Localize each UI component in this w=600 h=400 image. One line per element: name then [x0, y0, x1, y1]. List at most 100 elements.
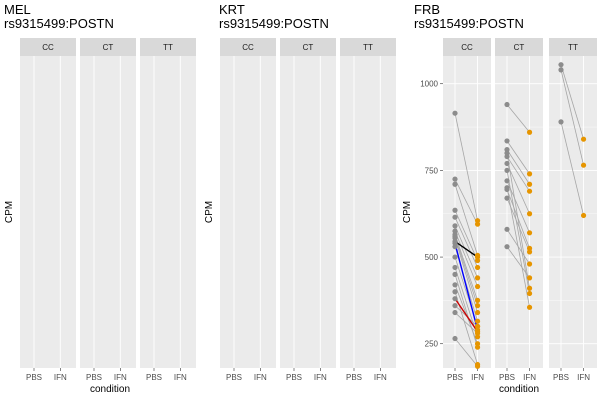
- facet-panel: [20, 56, 76, 368]
- point-ifn: [526, 285, 533, 291]
- point-ifn: [526, 275, 533, 281]
- pair-line: [506, 153, 530, 289]
- point-ifn: [474, 303, 481, 309]
- point-pbs: [452, 207, 458, 213]
- chart-subtitle: rs9315499:POSTN: [414, 16, 524, 31]
- highlight-line: [454, 240, 478, 258]
- x-tick-label: IFN: [523, 373, 536, 382]
- x-tick-label: PBS: [447, 373, 463, 382]
- x-tick-label: PBS: [553, 373, 569, 382]
- point-ifn: [474, 275, 481, 281]
- point-ifn: [526, 129, 533, 135]
- point-pbs: [504, 195, 510, 201]
- facet-strip: [495, 38, 543, 56]
- facet-strip: [443, 38, 491, 56]
- point-pbs: [452, 254, 458, 260]
- facet-strip: [220, 38, 276, 56]
- facet-label: TT: [363, 43, 373, 52]
- point-pbs: [504, 244, 510, 250]
- pair-line: [454, 225, 478, 279]
- point-pbs: [452, 289, 458, 295]
- point-pbs: [452, 110, 458, 116]
- facet-panel: [220, 56, 276, 368]
- facet-label: CC: [461, 43, 473, 52]
- x-axis-label: condition: [499, 384, 539, 395]
- facet-label: TT: [163, 43, 173, 52]
- point-ifn: [474, 330, 481, 336]
- chart-subtitle: rs9315499:POSTN: [4, 16, 114, 31]
- point-ifn: [580, 162, 587, 168]
- point-pbs: [558, 67, 564, 73]
- point-ifn: [526, 249, 533, 255]
- point-pbs: [452, 303, 458, 309]
- facet-strip: [280, 38, 336, 56]
- x-tick-label: PBS: [346, 373, 362, 382]
- point-pbs: [452, 214, 458, 220]
- point-pbs: [558, 119, 564, 125]
- point-pbs: [452, 282, 458, 288]
- x-tick-label: PBS: [26, 373, 42, 382]
- point-pbs: [504, 160, 510, 167]
- point-ifn: [474, 283, 481, 290]
- point-ifn: [474, 264, 481, 271]
- x-tick-label: IFN: [174, 373, 187, 382]
- point-ifn: [474, 363, 481, 369]
- facet-panel: [280, 56, 336, 368]
- pair-line: [454, 210, 478, 261]
- chart-title: MEL: [4, 2, 31, 17]
- pair-line: [454, 237, 478, 313]
- y-tick-label: 500: [425, 253, 439, 262]
- facet-strip: [20, 38, 76, 56]
- facet-label: TT: [568, 43, 578, 52]
- pair-line: [454, 113, 478, 221]
- pair-line: [560, 64, 584, 140]
- point-pbs: [504, 167, 510, 173]
- facet-label: CT: [303, 43, 314, 52]
- point-pbs: [452, 296, 458, 302]
- point-pbs: [558, 62, 564, 68]
- point-ifn: [580, 212, 587, 219]
- pair-line: [506, 104, 530, 133]
- highlight-line: [454, 243, 479, 331]
- pair-line: [454, 338, 478, 367]
- point-pbs: [452, 264, 458, 271]
- pair-line: [506, 140, 530, 175]
- x-tick-label: PBS: [226, 373, 242, 382]
- facet-strip: [549, 38, 597, 56]
- x-tick-label: IFN: [471, 373, 484, 382]
- pair-line: [506, 170, 530, 294]
- point-pbs: [452, 309, 458, 316]
- point-ifn: [526, 188, 533, 194]
- point-pbs: [504, 185, 510, 191]
- facet-panel: [549, 56, 597, 368]
- facet-panel: [140, 56, 196, 368]
- point-ifn: [474, 323, 481, 329]
- x-tick-label: IFN: [314, 373, 327, 382]
- pair-line: [454, 236, 478, 306]
- facet-label: CC: [42, 43, 54, 52]
- point-pbs: [504, 138, 510, 144]
- pair-line: [454, 178, 478, 225]
- x-tick-label: IFN: [254, 373, 267, 382]
- facet-panel: [495, 56, 543, 368]
- pair-line: [560, 121, 584, 216]
- x-tick-label: IFN: [114, 373, 127, 382]
- pair-line: [454, 217, 478, 268]
- x-tick-label: IFN: [54, 373, 67, 382]
- pair-line: [454, 274, 478, 348]
- y-tick-label: 250: [425, 340, 439, 349]
- point-ifn: [526, 171, 533, 177]
- point-ifn: [474, 221, 481, 227]
- point-pbs: [452, 335, 458, 342]
- facet-panel: [443, 56, 491, 368]
- pair-line: [454, 312, 478, 334]
- point-ifn: [526, 230, 533, 236]
- pair-line: [560, 69, 584, 166]
- point-ifn: [526, 211, 533, 217]
- point-pbs: [504, 226, 510, 232]
- facet-strip: [340, 38, 396, 56]
- point-pbs: [452, 176, 458, 182]
- point-ifn: [526, 304, 533, 310]
- pair-line: [506, 156, 530, 192]
